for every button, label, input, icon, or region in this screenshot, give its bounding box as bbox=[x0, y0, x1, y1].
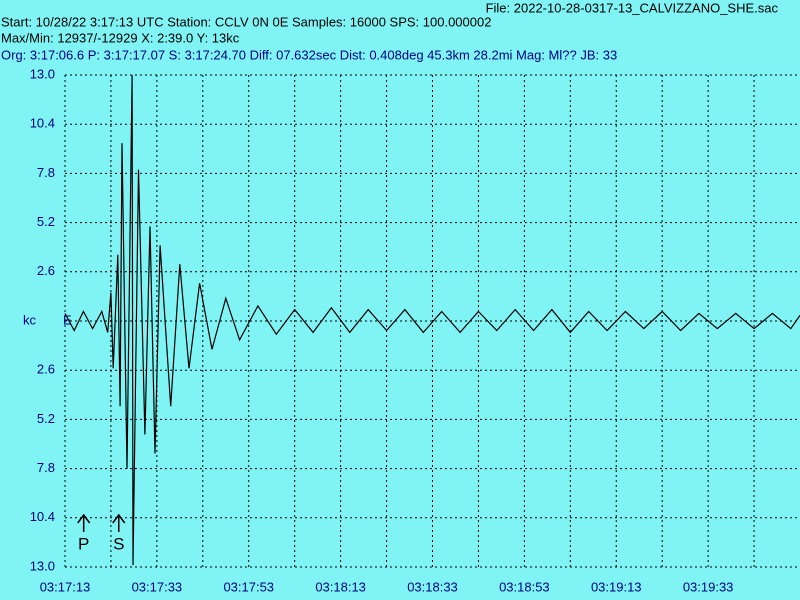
y-tick-label: 5.2 bbox=[37, 411, 55, 426]
y-tick-label: kc bbox=[23, 312, 37, 327]
y-tick-label: 5.2 bbox=[37, 214, 55, 229]
x-tick-label: 03:18:53 bbox=[499, 579, 550, 594]
x-tick-label: 03:17:53 bbox=[223, 579, 274, 594]
x-tick-label: 03:17:13 bbox=[40, 579, 91, 594]
x-tick-label: 03:18:33 bbox=[407, 579, 458, 594]
y-tick-label: 10.4 bbox=[30, 116, 55, 131]
y-tick-label: 7.8 bbox=[37, 165, 55, 180]
pick-label: S bbox=[113, 534, 124, 553]
pick-arrow bbox=[77, 513, 91, 532]
y-tick-label: 13.0 bbox=[30, 558, 55, 573]
file-name: File: 2022-10-28-0317-13_CALVIZZANO_SHE.… bbox=[486, 0, 779, 15]
pick-arrow bbox=[112, 513, 126, 532]
y-tick-label: 10.4 bbox=[30, 509, 55, 524]
y-tick-label: 13.0 bbox=[30, 66, 55, 81]
pick-label: P bbox=[78, 534, 89, 553]
y-tick-label: 2.6 bbox=[37, 263, 55, 278]
y-tick-label: 2.6 bbox=[37, 362, 55, 377]
x-tick-label: 03:19:33 bbox=[683, 579, 734, 594]
y-tick-label: 7.8 bbox=[37, 460, 55, 475]
waveform bbox=[64, 74, 800, 566]
x-tick-label: 03:18:13 bbox=[315, 579, 366, 594]
max-min-info: Max/Min: 12937/-12929 X: 2:39.0 Y: 13kc bbox=[1, 30, 240, 45]
start-info: Start: 10/28/22 3:17:13 UTC Station: CCL… bbox=[1, 14, 491, 29]
origin-info: Org: 3:17:06.6 P: 3:17:17.07 S: 3:17:24.… bbox=[1, 47, 617, 62]
x-tick-label: 03:19:13 bbox=[591, 579, 642, 594]
x-tick-label: 03:17:33 bbox=[132, 579, 183, 594]
channel-label: E bbox=[63, 312, 72, 327]
